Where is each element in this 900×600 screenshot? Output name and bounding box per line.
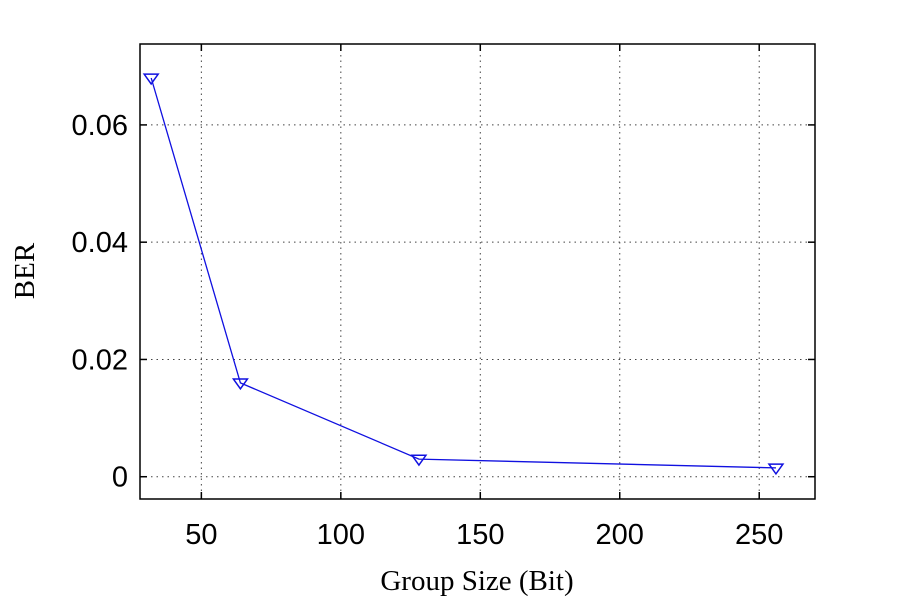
grid — [140, 44, 815, 499]
y-tick-label: 0 — [112, 462, 128, 494]
series-line — [150, 77, 777, 469]
data-point-marker — [767, 463, 785, 476]
y-tick-labels: 0 0.02 0.04 0.06 — [72, 110, 128, 494]
x-axis-title: Group Size (Bit) — [380, 565, 573, 597]
y-tick-label: 0.02 — [72, 344, 128, 376]
x-tick-labels: 50 100 150 200 250 — [185, 519, 783, 551]
data-point-marker — [231, 378, 249, 391]
x-tick-label: 150 — [456, 519, 504, 551]
plot-frame — [139, 43, 816, 500]
y-tick-label: 0.04 — [72, 227, 128, 259]
tick-marks — [140, 44, 815, 499]
x-tick-label: 50 — [185, 519, 217, 551]
x-tick-label: 100 — [317, 519, 365, 551]
y-axis-title: BER — [9, 242, 41, 299]
data-point-marker — [142, 73, 160, 86]
y-tick-label: 0.06 — [72, 110, 128, 142]
x-tick-label: 250 — [735, 519, 783, 551]
series-group — [142, 73, 785, 476]
x-tick-label: 200 — [596, 519, 644, 551]
data-point-marker — [410, 454, 428, 467]
